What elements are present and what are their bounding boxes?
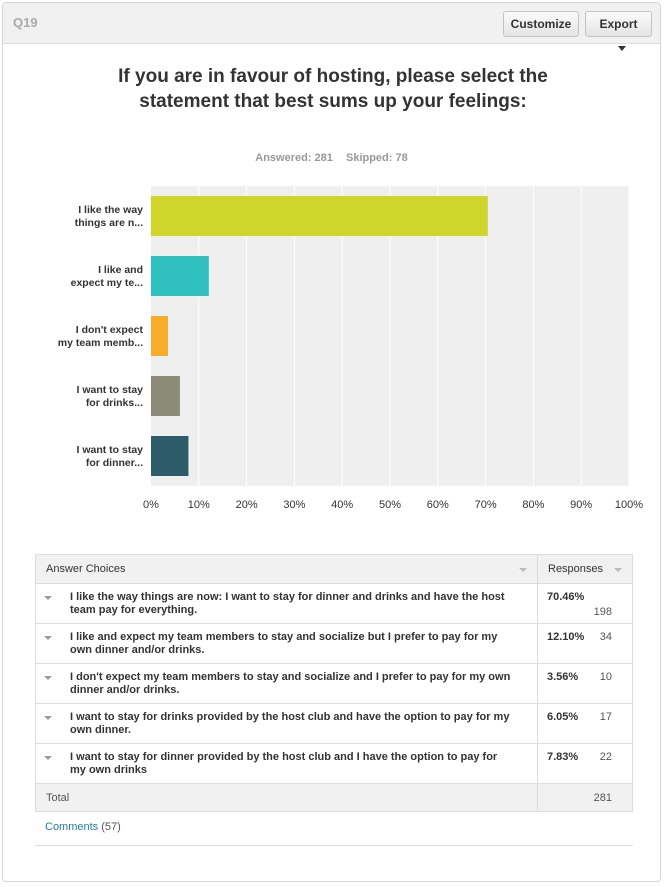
table-row: I like and expect my team members to sta… [35,623,633,664]
response-percent: 12.10% [547,631,585,643]
expand-arrow-icon[interactable] [44,675,52,680]
x-tick-label: 0% [143,499,159,511]
response-percent: 7.83% [547,751,579,763]
export-label: Export [599,17,638,31]
divider [35,845,633,846]
column-header-responses[interactable]: Responses [537,554,633,584]
sort-icon[interactable] [519,568,527,572]
bar[interactable] [151,196,488,236]
expand-arrow-icon[interactable] [44,715,52,720]
bar[interactable] [151,316,169,356]
total-count: 281 [537,783,633,812]
bar-chart: 0% 10% 20% 30% 40% 50% 60% 70% 80% 90% 100% I like … [58,186,643,511]
choice-text: I don't expect my team members to stay a… [70,670,511,696]
x-tick-label: 10% [188,499,210,511]
x-tick-label: 100% [615,499,643,511]
bar[interactable] [151,256,209,296]
category-label: I don't expect my team memb... [58,324,144,349]
total-label: Total [35,783,538,812]
response-count: 198 [593,606,612,618]
customize-button[interactable]: Customize [503,11,579,37]
response-percent: 70.46% [547,591,585,603]
response-count: 22 [599,751,612,763]
comments-link[interactable]: Comments [45,821,99,833]
x-tick-label: 50% [379,499,401,511]
table-row: I want to stay for drinks provided by th… [35,703,633,744]
expand-arrow-icon[interactable] [44,755,52,760]
response-stats: Answered: 281 Skipped: 78 [3,152,660,164]
expand-arrow-icon[interactable] [44,635,52,640]
table-row: I like the way things are now: I want to… [35,583,633,624]
x-tick-label: 80% [522,499,544,511]
x-tick-label: 20% [236,499,258,511]
skipped-count: Skipped: 78 [345,152,408,164]
category-label: I want to stay for drinks... [76,384,143,409]
table-row: I don't expect my team members to stay a… [35,663,633,704]
total-row: Total 281 [35,783,633,812]
choice-text: I want to stay for drinks provided by th… [70,710,510,736]
category-label: I want to stay for dinner... [76,444,143,469]
x-tick-label: 30% [283,499,305,511]
response-percent: 6.05% [547,711,579,723]
category-label: I like and expect my te... [71,264,143,289]
question-header: Q19 Customize Export [3,3,660,52]
answers-table: Answer Choices Responses I like the way … [35,554,633,812]
column-header-choices[interactable]: Answer Choices [35,554,538,584]
bar[interactable] [151,436,189,476]
question-title: If you are in favour of hosting, please … [118,66,548,112]
sort-icon[interactable] [614,568,622,572]
x-tick-label: 60% [427,499,449,511]
response-count: 10 [599,671,612,683]
choice-text: I want to stay for dinner provided by th… [70,750,498,776]
comments-count: (57) [101,821,121,833]
response-percent: 3.56% [547,671,579,683]
choice-text: I like and expect my team members to sta… [70,630,498,656]
question-number: Q19 [13,15,38,30]
bar[interactable] [151,376,180,416]
response-count: 34 [599,631,612,643]
expand-arrow-icon[interactable] [44,595,52,600]
x-tick-label: 90% [570,499,592,511]
choice-text: I like the way things are now: I want to… [70,590,505,616]
chevron-down-icon [617,46,626,52]
export-button[interactable]: Export [585,11,652,52]
x-tick-label: 40% [331,499,353,511]
comments: Comments (57) [45,821,121,833]
x-tick-label: 70% [475,499,497,511]
category-label: I like the way things are n... [75,204,143,229]
response-count: 17 [599,711,612,723]
table-row: I want to stay for dinner provided by th… [35,743,633,784]
answered-count: Answered: 281 [255,152,333,164]
